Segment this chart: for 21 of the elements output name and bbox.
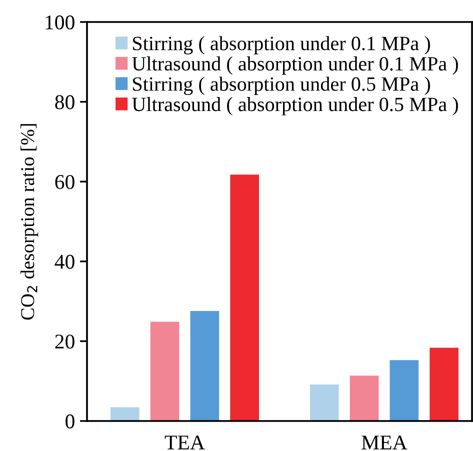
y-tick-label: 40 [54, 254, 74, 269]
bar [348, 374, 380, 421]
bar [149, 320, 180, 421]
y-tick-label: 80 [55, 95, 74, 110]
bar [388, 359, 420, 421]
bar [428, 346, 460, 421]
y-tick-label: 100 [46, 15, 74, 30]
x-tick-label: TEA [164, 436, 205, 450]
bar [308, 383, 340, 421]
legend-label: Stirring ( absorption under 0.1 MPa ) [132, 36, 430, 54]
y-tick-label: 60 [55, 174, 74, 190]
legend-label: Stirring ( absorption under 0.5 MPa ) [132, 76, 430, 96]
legend-label: Ultrasound ( absorption under 0.1 MPa ) [132, 56, 458, 75]
x-tick-label: MEA [362, 436, 408, 450]
y-axis-title: CO$_{2}$ desorption ratio [%] [20, 124, 38, 320]
bar [109, 406, 140, 421]
y-tick-label: 20 [55, 334, 74, 349]
legend-label: Ultrasound ( absorption under 0.5 MPa ) [132, 97, 458, 116]
bar [189, 310, 220, 421]
y-tick-label: 0 [66, 414, 74, 428]
bar [229, 173, 260, 421]
